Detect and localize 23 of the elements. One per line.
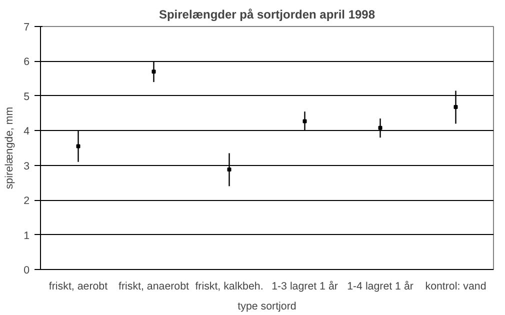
chart-title: Spirelængder på sortjorden april 1998 [158,8,376,22]
point [378,126,382,130]
x-tick-label: friskt, kalkbeh. [195,280,264,292]
x-tick-label: kontrol: vand [425,280,486,292]
y-tick-label: 7 [24,22,30,34]
y-tick-label: 1 [24,230,30,242]
y-tick-label: 5 [24,90,30,103]
y-tick-label: 2 [24,195,30,208]
y-tick-label: 0 [24,264,30,276]
y-tick-label: 6 [24,56,30,68]
x-tick-label: friskt, aerobt [48,280,108,292]
x-axis-title: type sortjord [238,300,296,312]
x-tick-label: friskt, anaerobt [118,280,190,292]
y-tick-label: 4 [24,126,30,138]
x-tick-label: 1-3 lagret 1 år [272,280,338,292]
y-tick-label: 3 [24,160,30,172]
point [76,144,80,148]
point [152,70,156,74]
x-tick-label: 1-4 lagret 1 år [347,280,414,292]
y-axis-title: spirelængde, mm [4,106,16,190]
point [227,168,232,172]
point [454,105,458,110]
point [302,119,307,124]
